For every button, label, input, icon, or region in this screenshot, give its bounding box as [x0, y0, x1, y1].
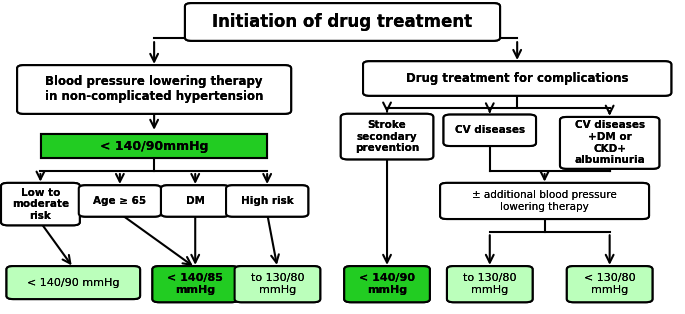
FancyBboxPatch shape: [7, 266, 140, 299]
Text: CV diseases: CV diseases: [455, 125, 525, 135]
FancyBboxPatch shape: [185, 3, 500, 41]
Text: DM: DM: [186, 196, 205, 206]
Text: Drug treatment for complications: Drug treatment for complications: [406, 72, 628, 85]
Text: Stroke
secondary
prevention: Stroke secondary prevention: [355, 120, 419, 153]
Text: Drug treatment for complications: Drug treatment for complications: [406, 72, 628, 85]
Text: ± additional blood pressure
lowering therapy: ± additional blood pressure lowering the…: [472, 190, 617, 212]
Text: CV diseases
+DM or
CKD+
albuminuria: CV diseases +DM or CKD+ albuminuria: [574, 121, 645, 165]
FancyBboxPatch shape: [440, 183, 649, 219]
Text: Stroke
secondary
prevention: Stroke secondary prevention: [355, 120, 419, 153]
Text: < 140/90mmHg: < 140/90mmHg: [100, 139, 208, 153]
FancyBboxPatch shape: [444, 115, 536, 146]
FancyBboxPatch shape: [344, 266, 430, 302]
FancyBboxPatch shape: [41, 134, 267, 158]
FancyBboxPatch shape: [79, 185, 161, 217]
FancyBboxPatch shape: [234, 266, 320, 302]
Text: to 130/80
mmHg: to 130/80 mmHg: [463, 273, 516, 295]
Text: ± additional blood pressure
lowering therapy: ± additional blood pressure lowering the…: [472, 190, 617, 212]
Text: < 140/85
mmHg: < 140/85 mmHg: [167, 273, 223, 295]
Text: High risk: High risk: [240, 196, 294, 206]
Text: to 130/80
mmHg: to 130/80 mmHg: [251, 273, 304, 295]
FancyBboxPatch shape: [226, 185, 308, 217]
FancyBboxPatch shape: [7, 266, 140, 299]
FancyBboxPatch shape: [152, 266, 238, 302]
Text: Blood pressure lowering therapy
in non-complicated hypertension: Blood pressure lowering therapy in non-c…: [45, 75, 263, 104]
FancyBboxPatch shape: [447, 266, 533, 302]
FancyBboxPatch shape: [41, 134, 267, 158]
FancyBboxPatch shape: [1, 183, 79, 225]
FancyBboxPatch shape: [363, 61, 671, 96]
FancyBboxPatch shape: [440, 183, 649, 219]
Text: Low to
moderate
risk: Low to moderate risk: [12, 187, 69, 221]
Text: Age ≥ 65: Age ≥ 65: [93, 196, 147, 206]
Text: < 140/85
mmHg: < 140/85 mmHg: [167, 273, 223, 295]
FancyBboxPatch shape: [560, 117, 659, 169]
Text: to 130/80
mmHg: to 130/80 mmHg: [251, 273, 304, 295]
Text: CV diseases
+DM or
CKD+
albuminuria: CV diseases +DM or CKD+ albuminuria: [574, 121, 645, 165]
FancyBboxPatch shape: [444, 115, 536, 146]
FancyBboxPatch shape: [185, 3, 500, 41]
FancyBboxPatch shape: [344, 266, 430, 302]
Text: < 140/90
mmHg: < 140/90 mmHg: [359, 273, 415, 295]
FancyBboxPatch shape: [234, 266, 320, 302]
Text: High risk: High risk: [240, 196, 294, 206]
FancyBboxPatch shape: [1, 183, 79, 225]
Text: Low to
moderate
risk: Low to moderate risk: [12, 187, 69, 221]
Text: < 140/90 mmHg: < 140/90 mmHg: [27, 278, 120, 288]
Text: DM: DM: [186, 196, 205, 206]
FancyBboxPatch shape: [363, 61, 671, 96]
FancyBboxPatch shape: [566, 266, 652, 302]
FancyBboxPatch shape: [226, 185, 308, 217]
FancyBboxPatch shape: [161, 185, 229, 217]
Text: Age ≥ 65: Age ≥ 65: [93, 196, 147, 206]
Text: < 130/80
mmHg: < 130/80 mmHg: [584, 273, 636, 295]
FancyBboxPatch shape: [79, 185, 161, 217]
Text: < 140/90
mmHg: < 140/90 mmHg: [359, 273, 415, 295]
Text: to 130/80
mmHg: to 130/80 mmHg: [463, 273, 516, 295]
Text: < 140/90 mmHg: < 140/90 mmHg: [27, 278, 120, 288]
FancyBboxPatch shape: [340, 114, 433, 160]
Text: CV diseases: CV diseases: [455, 125, 525, 135]
FancyBboxPatch shape: [340, 114, 433, 160]
Text: Blood pressure lowering therapy
in non-complicated hypertension: Blood pressure lowering therapy in non-c…: [45, 75, 263, 104]
FancyBboxPatch shape: [566, 266, 652, 302]
FancyBboxPatch shape: [560, 117, 659, 169]
Text: < 140/90mmHg: < 140/90mmHg: [100, 139, 208, 153]
Text: Initiation of drug treatment: Initiation of drug treatment: [212, 13, 473, 31]
FancyBboxPatch shape: [161, 185, 229, 217]
FancyBboxPatch shape: [447, 266, 533, 302]
FancyBboxPatch shape: [152, 266, 238, 302]
FancyBboxPatch shape: [17, 65, 291, 114]
Text: Initiation of drug treatment: Initiation of drug treatment: [212, 13, 473, 31]
Text: < 130/80
mmHg: < 130/80 mmHg: [584, 273, 636, 295]
FancyBboxPatch shape: [17, 65, 291, 114]
